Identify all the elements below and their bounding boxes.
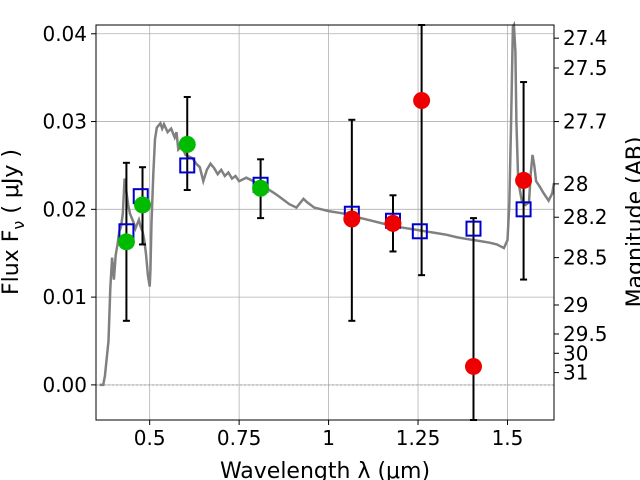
x-tick-label: 1.5 [492,426,524,450]
green-point [117,233,135,251]
red-point [413,91,431,109]
x-axis-title: Wavelength λ (μm) [220,459,430,480]
y2-tick-label: 27.7 [563,110,608,134]
y2-tick-label: 29 [563,293,588,317]
green-point [252,179,270,197]
y-tick-label: 0.00 [42,373,87,397]
green-point [134,196,152,214]
y-tick-label: 0.04 [42,22,87,46]
model-box [411,223,428,240]
y2-tick-label: 28.5 [563,246,608,270]
x-tick-label: 1 [322,426,335,450]
green-point [178,135,196,153]
x-tick-label: 0.5 [134,426,166,450]
y-tick-label: 0.03 [42,110,87,134]
y-ticks: 0.00 0.01 0.02 0.03 0.04 [42,22,96,397]
x-ticks: 0.5 0.75 1 1.25 1.5 [134,420,524,450]
y2-axis-title: Magnitude (AB) [623,137,640,308]
y-tick-label: 0.02 [42,197,87,221]
x-tick-label: 1.25 [396,426,441,450]
red-point [384,214,402,232]
y-axis-title: Flux Fν ( μJy ) [0,149,28,295]
model-box [465,220,482,237]
y-axis-title-sub: ν [9,221,28,230]
plot-frame [95,24,555,421]
model-box [515,201,532,218]
y2-tick-label: 27.5 [563,56,608,80]
y2-tick-label: 28.2 [563,205,608,229]
grid [96,25,554,420]
x-tick-label: 0.75 [217,426,262,450]
data-points [117,91,533,375]
spectrum-line [99,20,556,387]
red-point [515,171,533,189]
y2-tick-label: 31 [563,361,588,385]
y-axis-title-main: Flux F [0,230,24,295]
y2-tick-label: 27.4 [563,26,608,50]
y-axis-title-tail: ( μJy ) [0,149,24,221]
y2-tick-label: 30 [563,341,588,365]
y2-tick-label: 28 [563,172,588,196]
red-point [464,357,482,375]
y2-tick-label: 29.5 [563,322,608,346]
model-boxes [118,157,532,240]
red-point [343,210,361,228]
model-box [179,157,196,174]
y-tick-label: 0.01 [42,285,87,309]
